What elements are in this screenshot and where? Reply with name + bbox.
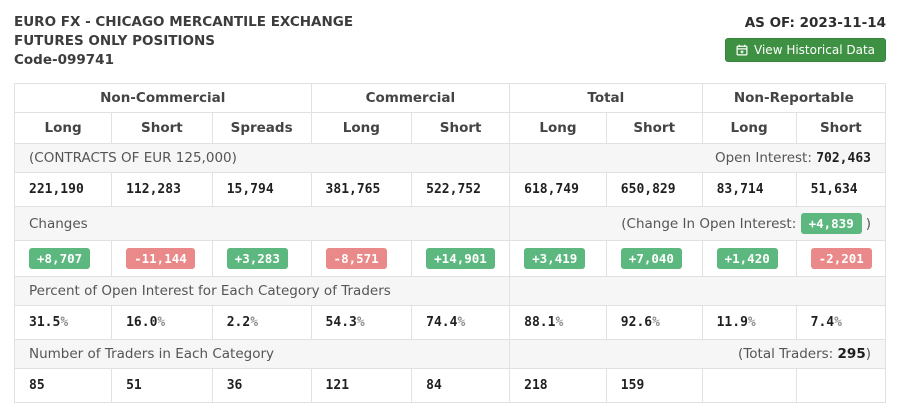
- col-header-nr-short: Short: [795, 112, 887, 144]
- report-title-line1: EURO FX - CHICAGO MERCANTILE EXCHANGE: [14, 14, 354, 30]
- change-oi-suffix: ): [865, 216, 871, 232]
- col-header-nc-short: Short: [111, 112, 213, 144]
- position-value: 650,829: [605, 172, 703, 207]
- report-code: Code-099741: [14, 52, 114, 68]
- group-header-row: Non-Commercial Commercial Total Non-Repo…: [14, 83, 887, 113]
- open-interest-value: 702,463: [816, 151, 871, 166]
- traders-label: Number of Traders in Each Category: [13, 339, 511, 369]
- change-badge: +7,040: [620, 248, 682, 269]
- traders-value: 84: [411, 368, 511, 403]
- percent-label: Percent of Open Interest for Each Catego…: [13, 276, 511, 306]
- change-badge: -2,201: [810, 248, 872, 269]
- col-header-nc-spreads: Spreads: [211, 112, 312, 144]
- percent-label-spacer: [509, 276, 886, 306]
- col-header-nc-long: Long: [13, 112, 113, 144]
- position-value: 618,749: [509, 172, 607, 207]
- percent-value: 54.3%: [310, 305, 413, 340]
- section-row-changes: Changes (Change In Open Interest: +4,839…: [13, 206, 886, 241]
- open-interest-label: Open Interest:: [714, 150, 812, 166]
- traders-value: 51: [111, 368, 213, 403]
- change-badge: -11,144: [126, 248, 195, 269]
- section-row-contracts: (CONTRACTS OF EUR 125,000) Open Interest…: [13, 143, 886, 173]
- group-header-total: Total: [509, 83, 703, 113]
- percent-sign: %: [60, 315, 69, 330]
- change-in-open-interest-cell: (Change In Open Interest: +4,839): [509, 206, 886, 241]
- percent-sign: %: [157, 315, 166, 330]
- percent-sign: %: [834, 315, 842, 330]
- open-interest-cell: Open Interest: 702,463: [509, 143, 886, 173]
- percent-value: 16.0%: [111, 305, 213, 340]
- total-traders-cell: (Total Traders: 295): [509, 339, 886, 369]
- percent-value: 11.9%: [701, 305, 797, 340]
- change-badge: +4,839: [800, 213, 862, 234]
- group-header-non-commercial: Non-Commercial: [14, 83, 312, 113]
- position-value: 83,714: [701, 172, 797, 207]
- column-header-row: Long Short Spreads Long Short Long Short…: [13, 112, 887, 144]
- total-traders-value: 295: [837, 346, 866, 362]
- change-badge: +8,707: [29, 248, 91, 269]
- percent-value: 92.6%: [605, 305, 703, 340]
- traders-row: 85 51 36 121 84 218 159: [13, 368, 887, 403]
- change-badge: +3,283: [226, 248, 288, 269]
- changes-label: Changes: [13, 206, 511, 241]
- contracts-label: (CONTRACTS OF EUR 125,000): [13, 143, 511, 173]
- position-value: 112,283: [111, 172, 213, 207]
- group-header-commercial: Commercial: [310, 83, 511, 113]
- percent-sign: %: [747, 315, 756, 330]
- percent-value: 7.4%: [795, 305, 887, 340]
- percent-sign: %: [555, 315, 564, 330]
- change-badge: +3,419: [524, 248, 586, 269]
- traders-value: 85: [13, 368, 113, 403]
- cot-positions-table: Non-Commercial Commercial Total Non-Repo…: [13, 83, 887, 403]
- group-header-non-reportable: Non-Reportable: [701, 83, 887, 113]
- view-historical-data-label: View Historical Data: [754, 43, 875, 57]
- position-value: 381,765: [310, 172, 413, 207]
- section-row-percent: Percent of Open Interest for Each Catego…: [13, 276, 886, 306]
- percent-sign: %: [250, 315, 259, 330]
- traders-value: 36: [211, 368, 312, 403]
- traders-value: 121: [310, 368, 413, 403]
- percent-value: 88.1%: [509, 305, 607, 340]
- percent-value: 31.5%: [13, 305, 113, 340]
- col-header-c-long: Long: [310, 112, 413, 144]
- report-header-right: AS OF: 2023-11-14 View Historical Data: [725, 13, 886, 62]
- percents-row: 31.5% 16.0% 2.2% 54.3% 74.4% 88.1% 92.6%…: [13, 305, 887, 340]
- percent-value: 74.4%: [411, 305, 511, 340]
- col-header-c-short: Short: [411, 112, 511, 144]
- percent-sign: %: [457, 315, 466, 330]
- total-traders-prefix: (Total Traders:: [738, 346, 834, 362]
- section-row-traders: Number of Traders in Each Category (Tota…: [13, 339, 886, 369]
- traders-value: 218: [509, 368, 607, 403]
- percent-sign: %: [652, 315, 660, 330]
- col-header-t-long: Long: [509, 112, 607, 144]
- report-title-line2: FUTURES ONLY POSITIONS: [14, 33, 215, 49]
- change-badge: +14,901: [426, 248, 495, 269]
- changes-row: +8,707 -11,144 +3,283 -8,571 +14,901 +3,…: [13, 240, 887, 277]
- col-header-t-short: Short: [605, 112, 703, 144]
- report-header: EURO FX - CHICAGO MERCANTILE EXCHANGE FU…: [14, 13, 886, 70]
- traders-value: [795, 368, 887, 403]
- change-badge: +1,420: [716, 248, 778, 269]
- position-value: 221,190: [13, 172, 113, 207]
- as-of-date: AS OF: 2023-11-14: [744, 15, 886, 31]
- traders-value: 159: [605, 368, 703, 403]
- report-title-block: EURO FX - CHICAGO MERCANTILE EXCHANGE FU…: [14, 13, 353, 70]
- traders-value: [701, 368, 797, 403]
- view-historical-data-button[interactable]: View Historical Data: [725, 38, 886, 62]
- col-header-nr-long: Long: [701, 112, 797, 144]
- positions-row: 221,190 112,283 15,794 381,765 522,752 6…: [13, 172, 887, 207]
- position-value: 15,794: [211, 172, 312, 207]
- percent-sign: %: [356, 315, 365, 330]
- percent-value: 2.2%: [211, 305, 312, 340]
- change-oi-prefix: (Change In Open Interest:: [621, 216, 797, 232]
- position-value: 522,752: [411, 172, 511, 207]
- total-traders-suffix: ): [865, 346, 871, 362]
- calendar-icon: [736, 44, 748, 56]
- position-value: 51,634: [795, 172, 887, 207]
- change-badge: -8,571: [325, 248, 387, 269]
